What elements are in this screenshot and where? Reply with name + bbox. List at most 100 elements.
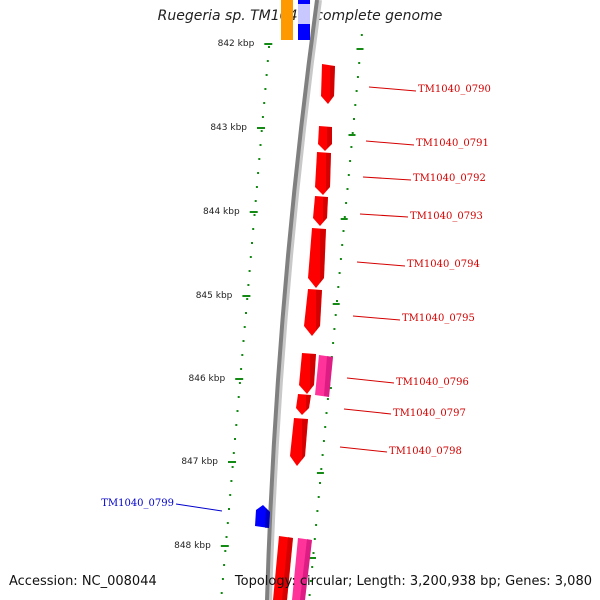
gene-tm1040-0792[interactable] xyxy=(315,152,331,195)
ring-dot xyxy=(336,300,338,302)
ring-dot xyxy=(243,326,246,328)
ring-dot xyxy=(308,594,311,596)
ring-dot xyxy=(337,286,340,288)
gene-label[interactable]: TM1040_0790 xyxy=(418,84,491,95)
gene-tm1040-0799[interactable] xyxy=(255,505,270,528)
gene-orange-partial xyxy=(281,0,293,40)
ring-dot xyxy=(246,298,249,300)
ring-dot xyxy=(319,482,321,484)
ring-dot xyxy=(338,272,341,274)
scale-tick-label: 842 kbp xyxy=(218,39,255,49)
ring-dot xyxy=(232,452,235,454)
ring-dot xyxy=(356,76,359,78)
scale-tick-mark xyxy=(257,127,265,129)
ring-dot xyxy=(346,188,349,190)
gene-label[interactable]: TM1040_0791 xyxy=(416,138,489,149)
ring-dot xyxy=(231,466,234,468)
scale-ticks: 842 kbp 843 kbp 844 kbp 845 kbp 846 kbp 847 k… xyxy=(174,39,273,551)
ring-dot xyxy=(251,242,253,244)
gene-label[interactable]: TM1040_0792 xyxy=(413,173,486,184)
ring-dot xyxy=(236,410,239,412)
gene-tm1040-0797[interactable] xyxy=(296,394,311,415)
ring-dot xyxy=(321,454,324,456)
gene-label[interactable]: TM1040_0799 xyxy=(101,498,174,509)
genome-summary-text: Topology: circular; Length: 3,200,938 bp… xyxy=(234,574,592,589)
gene-tm1040-0796-pink[interactable] xyxy=(315,355,333,397)
gene-tm1040-0795[interactable] xyxy=(304,289,322,336)
ring-dot xyxy=(252,228,255,230)
scale-tick-label: 845 kbp xyxy=(196,291,233,301)
gene-blue-partial-light xyxy=(298,4,310,24)
ring-dot xyxy=(355,90,358,92)
ring-dot xyxy=(360,34,363,36)
gene-label[interactable]: TM1040_0793 xyxy=(410,211,483,222)
scale-tick-label: 847 kbp xyxy=(181,457,218,467)
ring-dot xyxy=(345,202,348,204)
gene-label-leader xyxy=(362,176,412,181)
gene-label-leader xyxy=(359,213,409,218)
accession-text: Accession: NC_008044 xyxy=(9,574,157,589)
gene-tm1040-0798[interactable] xyxy=(290,418,308,466)
ring-dot xyxy=(221,578,224,580)
scale-tick-mark xyxy=(235,378,244,380)
ring-dash xyxy=(309,557,316,559)
ring-dot xyxy=(358,62,361,64)
ring-dot xyxy=(324,426,327,428)
ring-dot xyxy=(241,354,244,356)
gene-label[interactable]: TM1040_0798 xyxy=(389,446,462,457)
gene-label[interactable]: TM1040_0794 xyxy=(407,259,480,270)
gene-tm1040-0796[interactable] xyxy=(299,353,316,394)
ring-dot xyxy=(351,132,354,134)
ring-dot xyxy=(264,88,267,90)
ring-dot xyxy=(268,46,270,48)
ring-dot xyxy=(326,398,329,400)
ring-dot xyxy=(350,146,353,148)
gene-label[interactable]: TM1040_0796 xyxy=(396,377,469,388)
scale-tick-mark xyxy=(220,545,229,547)
ring-dot xyxy=(234,438,236,440)
gene-tm1040-0791[interactable] xyxy=(318,126,332,151)
ring-dot xyxy=(334,314,337,316)
ring-dot xyxy=(226,522,229,524)
ring-dot xyxy=(237,396,240,398)
ring-dot xyxy=(263,102,266,104)
ring-dot xyxy=(260,130,263,132)
scale-tick-label: 843 kbp xyxy=(210,123,247,133)
ring-dot xyxy=(341,244,344,246)
ring-dot xyxy=(347,174,350,176)
ring-dot xyxy=(332,342,335,344)
gene-tm1040-0790[interactable] xyxy=(321,64,335,104)
gene-label-leader xyxy=(365,140,415,146)
ring-dot xyxy=(247,284,250,286)
ring-dot xyxy=(325,412,328,414)
ring-dot xyxy=(311,566,314,568)
gene-tm1040-0793[interactable] xyxy=(313,196,328,226)
ring-dot xyxy=(249,256,252,258)
ring-dot xyxy=(353,118,355,120)
ring-dot xyxy=(248,270,251,272)
scale-tick-mark xyxy=(242,295,251,297)
ring-dot xyxy=(322,440,325,442)
ring-dot xyxy=(255,186,258,188)
ring-dot xyxy=(333,328,336,330)
scale-tick-label: 846 kbp xyxy=(189,374,226,384)
gene-label-leader xyxy=(346,377,395,384)
scale-tick-label: 844 kbp xyxy=(203,207,240,217)
ring-dot xyxy=(228,508,230,510)
gene-label[interactable]: TM1040_0795 xyxy=(402,313,475,324)
gene-labels: TM1040_0790 TM1040_0791 TM1040_0792 TM1040_… xyxy=(101,84,491,512)
ring-dot xyxy=(342,230,345,232)
ring-dot xyxy=(320,468,323,470)
gene-label-leader xyxy=(352,315,401,321)
gene-label-leader xyxy=(339,446,388,453)
ring-dot xyxy=(235,424,238,426)
gene-tm1040-0794[interactable] xyxy=(308,228,326,288)
gene-pink-partial-bottom xyxy=(292,538,312,600)
gene-label[interactable]: TM1040_0797 xyxy=(393,408,466,419)
ring-dot xyxy=(225,536,228,538)
scale-tick-mark xyxy=(249,211,258,213)
ring-dot xyxy=(223,564,226,566)
scale-tick-label: 848 kbp xyxy=(174,541,211,551)
ring-dot xyxy=(257,172,260,174)
